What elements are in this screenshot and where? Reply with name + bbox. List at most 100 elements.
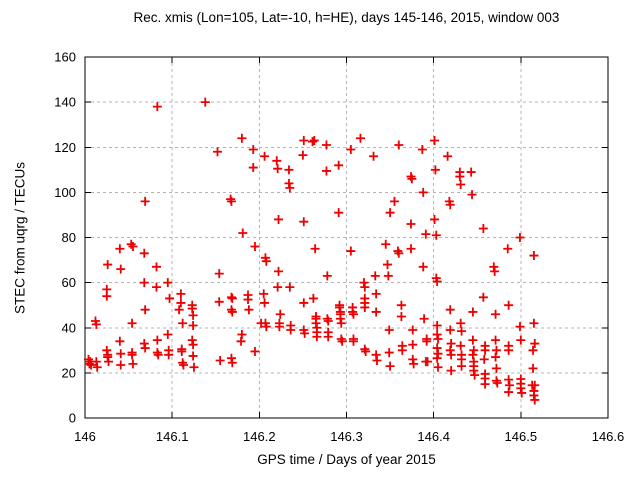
y-tick-label: 140 — [54, 95, 76, 110]
data-point — [408, 325, 418, 335]
x-tick-label: 146.1 — [156, 429, 189, 444]
data-point — [298, 150, 308, 160]
data-point — [115, 244, 125, 254]
data-point — [237, 330, 247, 340]
data-point — [310, 244, 320, 254]
data-point — [127, 318, 137, 328]
data-point — [503, 244, 513, 254]
data-point — [153, 350, 163, 360]
data-point — [432, 276, 442, 286]
data-point — [346, 145, 356, 155]
data-point — [104, 357, 114, 367]
data-point — [227, 293, 237, 303]
data-point — [334, 160, 344, 170]
data-point — [285, 282, 295, 292]
data-point — [348, 309, 358, 319]
data-point — [408, 340, 418, 350]
data-point — [433, 349, 443, 359]
data-point — [227, 307, 237, 317]
data-point — [422, 336, 432, 346]
data-point — [480, 345, 490, 355]
data-point — [468, 307, 478, 317]
x-tick-label: 146.2 — [243, 429, 276, 444]
data-point — [139, 278, 149, 288]
data-point — [530, 380, 540, 390]
data-point — [491, 309, 501, 319]
data-point — [261, 256, 271, 266]
data-point — [226, 196, 236, 206]
data-point — [323, 316, 333, 326]
data-point — [215, 355, 225, 365]
data-point — [177, 346, 187, 356]
data-point — [188, 310, 198, 320]
data-point — [418, 187, 428, 197]
data-point — [116, 264, 126, 274]
data-point — [238, 228, 248, 238]
data-point — [446, 339, 456, 349]
data-point — [433, 334, 443, 344]
data-point — [243, 295, 253, 305]
data-point — [188, 351, 198, 361]
data-point — [163, 330, 173, 340]
data-point — [430, 165, 440, 175]
data-point — [529, 251, 539, 261]
data-point — [432, 320, 442, 330]
data-point — [127, 350, 137, 360]
data-point — [528, 363, 538, 373]
data-point — [308, 293, 318, 303]
data-point — [200, 97, 210, 107]
data-point — [516, 335, 526, 345]
data-point — [383, 271, 393, 281]
data-point — [360, 302, 370, 312]
data-point — [480, 379, 490, 389]
data-point — [116, 360, 126, 370]
data-point — [334, 208, 344, 218]
data-point — [128, 359, 138, 369]
chart-title: Rec. xmis (Lon=105, Lat=-10, h=HE), days… — [133, 10, 560, 25]
data-point — [261, 322, 271, 332]
data-point — [418, 262, 428, 272]
data-point — [272, 156, 282, 166]
data-point — [300, 328, 310, 338]
data-point — [419, 314, 429, 324]
data-point — [214, 297, 224, 307]
data-point — [128, 242, 138, 252]
data-point — [385, 208, 395, 218]
data-point — [212, 147, 222, 157]
y-tick-label: 60 — [62, 275, 76, 290]
data-point — [151, 282, 161, 292]
data-point — [369, 151, 379, 161]
data-point — [321, 140, 331, 150]
data-point — [446, 350, 456, 360]
data-point — [456, 179, 466, 189]
data-point — [273, 164, 283, 174]
data-point — [152, 335, 162, 345]
data-point — [102, 291, 112, 301]
data-point — [237, 133, 247, 143]
data-point — [309, 135, 319, 145]
data-point — [284, 165, 294, 175]
data-point — [140, 343, 150, 353]
data-point — [530, 339, 540, 349]
data-point — [174, 305, 184, 315]
data-point — [397, 345, 407, 355]
y-tick-label: 100 — [54, 185, 76, 200]
data-point — [381, 239, 391, 249]
data-point — [469, 345, 479, 355]
y-tick-label: 40 — [62, 320, 76, 335]
y-tick-label: 120 — [54, 140, 76, 155]
data-point — [273, 282, 283, 292]
data-point — [515, 322, 525, 332]
data-point — [396, 300, 406, 310]
data-point — [467, 190, 477, 200]
data-point — [189, 362, 199, 372]
data-point — [431, 230, 441, 240]
data-point — [178, 360, 188, 370]
data-point — [346, 246, 356, 256]
data-point — [455, 172, 465, 182]
data-point — [384, 348, 394, 358]
data-point — [372, 355, 382, 365]
y-tick-label: 20 — [62, 365, 76, 380]
data-point — [151, 262, 161, 272]
